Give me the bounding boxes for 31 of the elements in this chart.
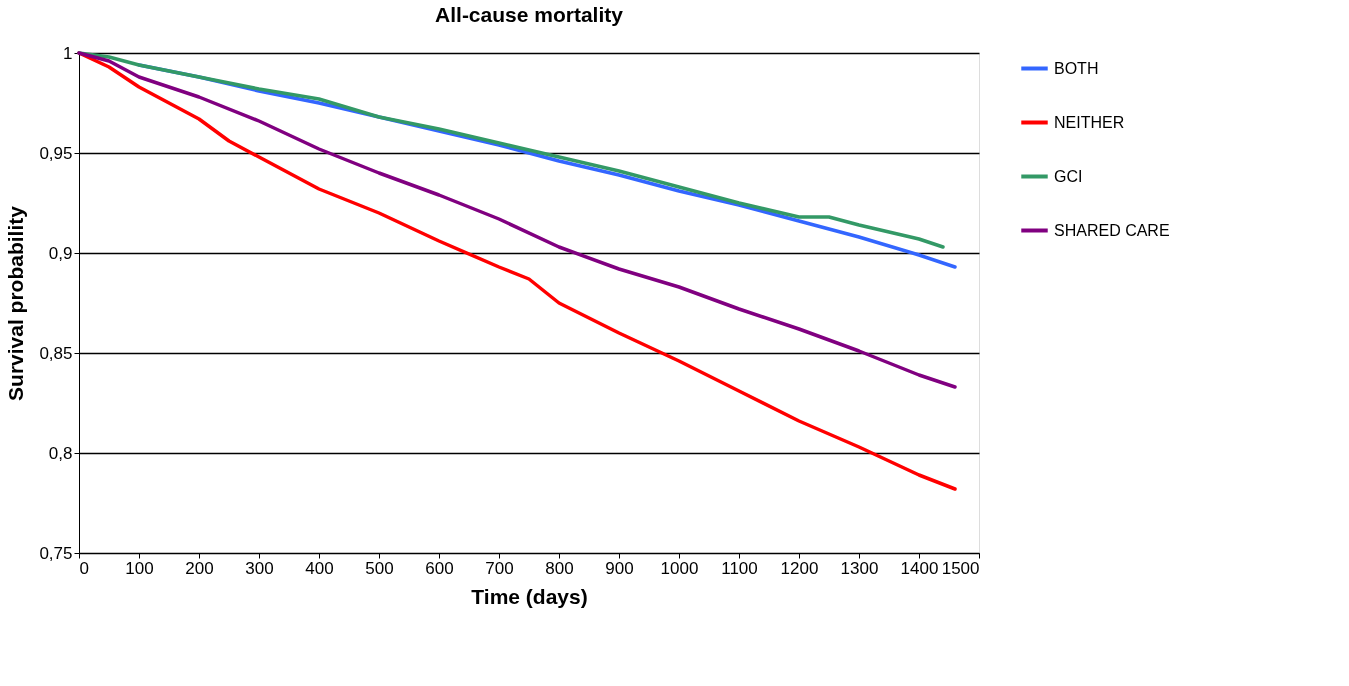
x-tick-label: 700 — [485, 558, 514, 578]
x-tick-label: 200 — [185, 558, 214, 578]
y-tick-label: 0,75 — [39, 543, 73, 563]
y-tick-label: 0,85 — [39, 343, 73, 363]
x-axis-title: Time (days) — [471, 584, 588, 608]
y-tick-label: 0,9 — [48, 243, 73, 263]
y-tick-label: 0,95 — [39, 143, 73, 163]
x-tick-label: 1500 — [941, 558, 980, 578]
line-series — [77, 51, 945, 249]
line-series — [77, 51, 957, 389]
x-tick-label: 1200 — [780, 558, 819, 578]
x-tick-label: 800 — [545, 558, 574, 578]
legend-label: NEITHER — [1054, 113, 1125, 131]
x-tick-label: 1000 — [660, 558, 699, 578]
legend-label: BOTH — [1054, 59, 1099, 77]
legend-label: GCI — [1054, 167, 1083, 185]
x-tick-label: 0 — [79, 558, 89, 578]
x-tick-label: 300 — [245, 558, 274, 578]
legend-label: SHARED CARE — [1054, 221, 1170, 239]
x-tick-label: 1300 — [840, 558, 879, 578]
y-tick-label: 1 — [63, 43, 73, 63]
x-tick-label: 1400 — [900, 558, 939, 578]
x-tick-label: 400 — [305, 558, 334, 578]
chart-title: All-cause mortality — [435, 3, 624, 26]
y-axis-title: Survival probability — [4, 205, 28, 401]
x-tick-label: 500 — [365, 558, 394, 578]
x-tick-label: 100 — [125, 558, 154, 578]
x-tick-label: 600 — [425, 558, 454, 578]
x-tick-label: 1100 — [721, 558, 758, 578]
y-tick-label: 0,8 — [48, 443, 73, 463]
x-tick-label: 900 — [605, 558, 634, 578]
